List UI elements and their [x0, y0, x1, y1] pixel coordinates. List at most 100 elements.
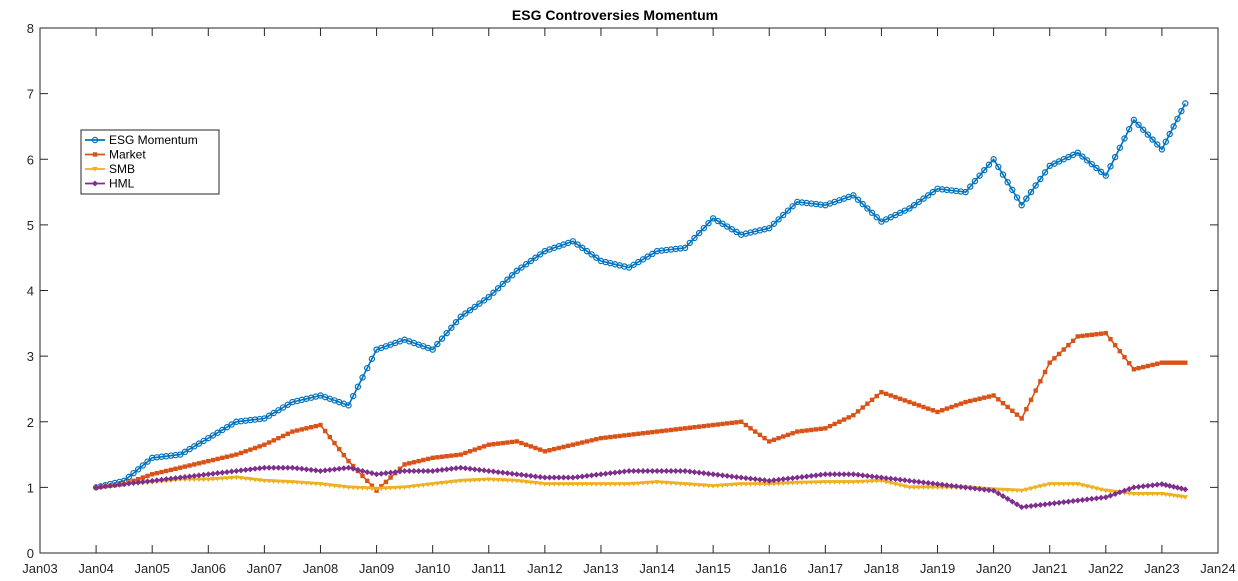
data-point — [617, 433, 622, 439]
data-point — [580, 440, 585, 445]
data-point — [845, 471, 852, 478]
data-point — [219, 476, 226, 482]
data-point — [995, 163, 1002, 171]
data-point — [242, 466, 249, 473]
data-point — [911, 478, 918, 485]
data-point — [743, 422, 749, 428]
data-point — [925, 480, 932, 486]
legend-label: SMB — [109, 162, 135, 176]
data-point — [868, 209, 876, 217]
data-point — [504, 478, 511, 483]
data-point — [986, 394, 992, 399]
data-point — [130, 480, 137, 486]
data-point — [452, 319, 460, 326]
data-point — [420, 483, 427, 488]
data-point — [238, 476, 244, 481]
data-point — [985, 487, 992, 494]
data-point — [359, 467, 366, 474]
data-point — [630, 481, 637, 487]
data-point — [719, 220, 726, 227]
data-point — [678, 426, 683, 432]
x-tick-label: Jan17 — [808, 561, 843, 576]
data-point — [448, 324, 455, 331]
data-point — [1171, 360, 1176, 365]
data-point — [1088, 485, 1095, 490]
data-point — [1107, 163, 1114, 170]
data-point — [902, 484, 908, 489]
data-point — [1102, 494, 1109, 501]
data-point — [154, 470, 160, 476]
data-point — [1121, 135, 1128, 142]
data-point — [518, 479, 525, 484]
data-point — [1178, 494, 1185, 500]
data-point — [173, 466, 178, 471]
data-point — [854, 196, 862, 203]
data-point — [761, 477, 768, 484]
data-point — [944, 406, 950, 411]
data-point — [1140, 483, 1147, 490]
data-point — [823, 426, 828, 431]
data-point — [373, 486, 380, 492]
data-point — [219, 469, 226, 476]
data-point — [490, 468, 497, 475]
data-point — [1074, 497, 1081, 504]
data-point — [149, 472, 155, 477]
data-point — [1037, 501, 1044, 508]
data-point — [1032, 502, 1039, 509]
data-point — [780, 211, 787, 219]
data-point — [1041, 169, 1049, 176]
data-point — [1004, 495, 1011, 502]
data-point — [625, 264, 633, 271]
data-point — [439, 466, 446, 473]
data-point — [209, 470, 216, 477]
data-point — [387, 469, 394, 476]
data-point — [215, 456, 220, 462]
data-point — [1084, 484, 1090, 489]
data-point — [102, 483, 109, 490]
data-point — [490, 289, 497, 296]
data-point — [1037, 484, 1044, 489]
x-tick-label: Jan24 — [1200, 561, 1235, 576]
data-point — [906, 477, 913, 484]
data-point — [1094, 332, 1099, 337]
data-point — [574, 482, 581, 487]
data-point — [471, 303, 478, 311]
data-point — [1112, 342, 1118, 348]
data-point — [696, 483, 702, 488]
data-point — [504, 276, 511, 283]
data-point — [621, 482, 628, 487]
data-point — [205, 471, 212, 478]
data-point — [603, 435, 608, 440]
data-point — [579, 473, 586, 480]
data-point — [265, 412, 273, 419]
data-point — [705, 220, 712, 227]
data-point — [649, 250, 656, 258]
data-point — [153, 477, 160, 484]
data-point — [837, 419, 842, 424]
y-tick-label: 4 — [27, 284, 34, 299]
data-point — [336, 484, 342, 489]
data-point — [477, 445, 482, 451]
data-point — [467, 478, 473, 483]
data-point — [677, 467, 684, 474]
data-point — [794, 474, 801, 481]
data-point — [621, 468, 628, 475]
data-point — [719, 483, 726, 489]
data-point — [630, 261, 637, 268]
data-point — [345, 485, 352, 490]
data-point — [257, 444, 262, 449]
data-point — [317, 467, 324, 474]
data-point — [233, 475, 240, 481]
data-point — [504, 470, 511, 477]
data-point — [499, 280, 506, 288]
data-point — [879, 390, 884, 395]
data-point — [476, 477, 483, 483]
data-point — [266, 440, 272, 445]
data-point — [410, 467, 417, 474]
data-point — [532, 473, 539, 480]
data-point — [285, 431, 290, 436]
data-point — [1145, 363, 1151, 369]
data-point — [256, 478, 263, 483]
data-point — [1070, 338, 1076, 344]
